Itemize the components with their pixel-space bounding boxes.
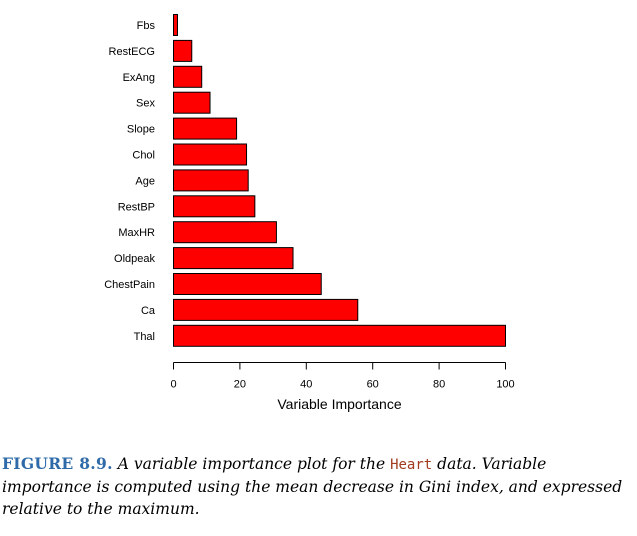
bar-chol [173,143,248,166]
bar-restbp [173,195,256,218]
category-label-chol: Chol [132,150,155,162]
category-label-restecg: RestECG [109,46,155,58]
x-tick-label-60: 60 [367,379,379,391]
bar-age [173,169,249,192]
category-label-sex: Sex [136,98,155,110]
bar-sex [173,91,211,114]
x-tick-label-0: 0 [170,379,176,391]
x-tick-label-100: 100 [496,379,514,391]
bar-oldpeak [173,247,294,270]
bar-maxhr [173,221,277,244]
bar-ca [173,298,359,321]
bar-restecg [173,39,193,62]
caption-text-before: A variable importance plot for the [117,455,386,473]
x-tick-label-40: 40 [300,379,312,391]
category-label-exang: ExAng [123,72,155,84]
bar-thal [173,324,506,347]
bar-chestpain [173,273,322,295]
caption-text-after: data. Variable importance is computed us… [2,455,623,518]
figure-caption: FIGURE 8.9. A variable importance plot f… [2,453,634,520]
caption-code-heart: Heart [390,457,433,473]
category-label-chestpain: ChestPain [104,279,155,291]
x-tick-label-20: 20 [234,379,246,391]
x-axis-title: Variable Importance [277,396,401,412]
variable-importance-chart: Fbs RestECG ExAng Sex Slope Chol Age RestBP MaxH… [104,14,515,412]
category-label-restbp: RestBP [118,201,155,213]
category-labels: Fbs RestECG ExAng Sex Slope Chol Age RestBP MaxH… [104,20,156,343]
bar-slope [173,117,238,140]
category-label-fbs: Fbs [137,20,156,32]
category-label-thal: Thal [134,331,155,343]
bar-fbs [173,14,178,36]
bar-exang [173,65,203,88]
x-axis: 0 20 40 60 80 100 [170,362,515,391]
figure-label: FIGURE 8.9. [2,454,113,473]
x-tick-label-80: 80 [433,379,445,391]
category-label-slope: Slope [127,124,155,136]
category-label-maxhr: MaxHR [118,227,155,239]
bars-group [173,14,506,347]
category-label-age: Age [135,175,155,187]
category-label-oldpeak: Oldpeak [114,253,155,265]
category-label-ca: Ca [141,305,156,317]
